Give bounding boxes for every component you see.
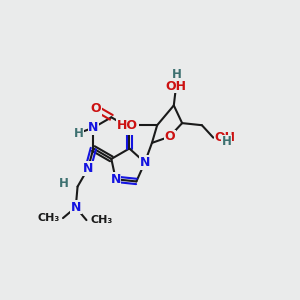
Text: H: H — [59, 177, 69, 190]
Text: OH: OH — [215, 131, 236, 144]
Text: N: N — [110, 173, 121, 186]
Text: H: H — [74, 127, 84, 140]
Text: N: N — [140, 156, 150, 169]
Text: N: N — [124, 121, 135, 134]
Text: O: O — [91, 102, 101, 115]
Text: H: H — [222, 135, 232, 148]
Text: HO: HO — [117, 119, 138, 132]
Text: H: H — [172, 68, 182, 81]
Text: N: N — [88, 121, 98, 134]
Text: CH₃: CH₃ — [37, 213, 59, 223]
Text: CH₃: CH₃ — [90, 215, 112, 225]
Text: N: N — [70, 201, 81, 214]
Text: O: O — [164, 130, 175, 143]
Text: OH: OH — [165, 80, 186, 93]
Text: N: N — [83, 162, 93, 175]
